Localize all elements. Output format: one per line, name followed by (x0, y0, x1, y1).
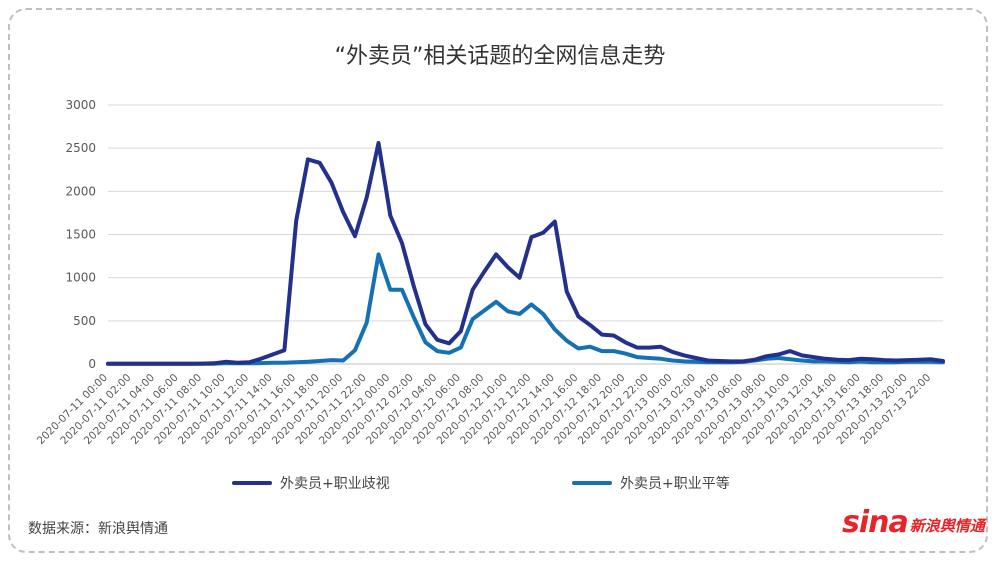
legend-label-discrimination: 外卖员+职业歧视 (280, 476, 390, 492)
sina-yuqingtong-logo: sina 新浪舆情通 (842, 508, 985, 538)
chart-card-frame (8, 8, 988, 553)
legend-label-equality: 外卖员+职业平等 (620, 476, 730, 492)
chart-title: “外卖员”相关话题的全网信息走势 (334, 44, 666, 69)
logo-brand-text: 新浪舆情通 (909, 517, 985, 535)
y-tick-label: 0 (88, 357, 96, 371)
legend-swatch-discrimination (232, 481, 272, 485)
y-tick-label: 1000 (65, 271, 96, 285)
legend-item-discrimination: 外卖员+职业歧视 (232, 471, 390, 495)
y-tick-label: 2500 (65, 141, 96, 155)
logo-sina-wordmark: sina (842, 505, 909, 540)
series-line-equality (106, 252, 945, 366)
data-source-note: 数据来源：新浪舆情通 (28, 521, 168, 537)
y-tick-label: 500 (73, 314, 96, 328)
legend-item-equality: 外卖员+职业平等 (572, 471, 730, 495)
legend-swatch-equality (572, 481, 612, 485)
y-tick-label: 2000 (65, 184, 96, 198)
y-tick-label: 1500 (65, 228, 96, 242)
y-tick-label: 3000 (65, 98, 96, 112)
series-line-discrimination (106, 141, 945, 366)
